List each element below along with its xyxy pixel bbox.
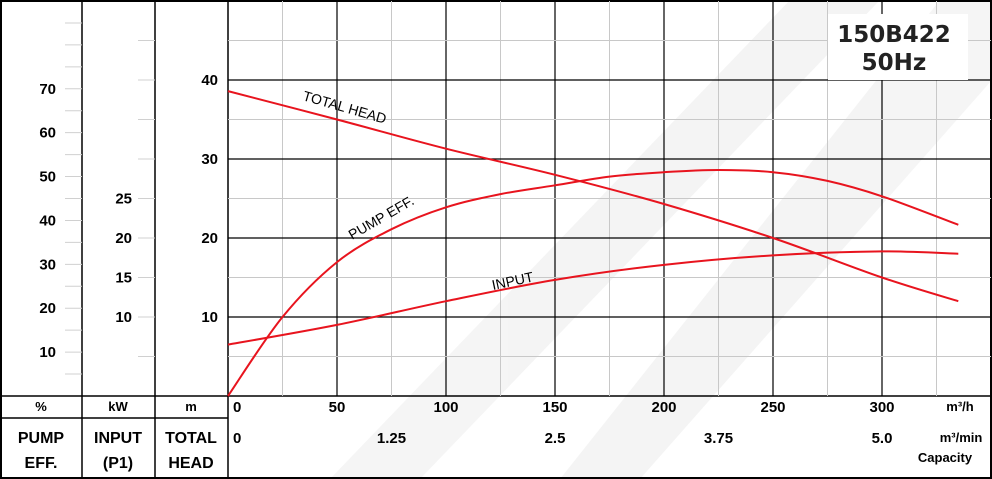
x-axis-title: Capacity [918,450,973,465]
x-secondary-tick-label: 2.5 [545,430,566,447]
x-tick-label: 300 [869,399,894,416]
x-unit-m3min: m³/min [940,430,983,445]
model-badge-background [828,14,968,80]
eff-unit-label: % [35,399,47,414]
head-label-line2: HEAD [168,455,213,472]
input-unit-label: kW [108,399,128,414]
input-label-line1: INPUT [94,430,142,447]
x-tick-label: 200 [651,399,676,416]
x-tick-label: 50 [329,399,346,416]
head-tick-label: 10 [201,309,218,326]
eff-tick-label: 60 [39,125,56,142]
input-tick-label: 20 [115,230,132,247]
x-unit-m3h: m³/h [946,399,974,414]
x-secondary-tick-label: 1.25 [377,430,406,447]
x-secondary-tick-label: 5.0 [872,430,893,447]
eff-tick-label: 10 [39,344,56,361]
eff-tick-label: 30 [39,256,56,273]
x-secondary-tick-label: 3.75 [704,430,733,447]
eff-label-line1: PUMP [18,430,65,447]
eff-tick-label: 40 [39,212,56,229]
model-number: 150B422 [837,22,951,48]
head-tick-label: 20 [201,230,218,247]
x-tick-label: 100 [433,399,458,416]
head-tick-label: 40 [201,72,218,89]
input-curve [227,250,959,346]
input-label-line2: (P1) [103,455,133,472]
input-tick-label: 10 [115,309,132,326]
eff-label-line2: EFF. [25,455,58,472]
eff-tick-label: 70 [39,81,56,98]
input-tick-label: 25 [115,191,132,208]
x-secondary-tick-label: 0 [233,430,241,447]
head-unit-label: m [185,399,197,414]
pump-eff-curve [227,168,959,397]
x-tick-label: 150 [542,399,567,416]
head-label-line1: TOTAL [165,430,217,447]
total-head-curve [227,90,959,303]
eff-tick-label: 20 [39,300,56,317]
grid-lines [65,1,991,396]
eff-tick-label: 50 [39,169,56,186]
model-frequency: 50Hz [862,50,927,76]
x-tick-label: 0 [233,399,241,416]
x-tick-label: 250 [760,399,785,416]
input-tick-label: 15 [115,270,132,287]
head-tick-label: 30 [201,151,218,168]
